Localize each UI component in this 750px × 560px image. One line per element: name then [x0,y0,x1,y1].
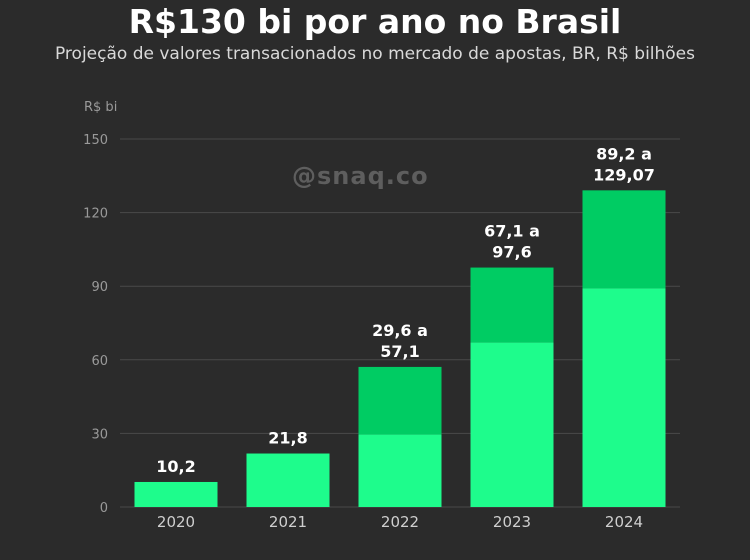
y-tick-label: 90 [91,280,108,295]
bar-segment-2022 [358,434,442,507]
data-label-2022: 57,1 [380,342,419,361]
bar-segment-2023 [470,267,554,343]
data-label-2020: 10,2 [156,457,195,476]
data-label-2024: 89,2 a [596,144,652,163]
watermark: @snaq.co [292,162,429,190]
data-label-2023: 67,1 a [484,222,540,241]
chart-title: R$130 bi por ano no Brasil [128,2,622,41]
bar-segment-2024 [582,288,666,507]
data-label-2023: 97,6 [492,243,531,262]
data-label-2024: 129,07 [593,165,655,184]
x-tick-label: 2021 [269,513,307,531]
y-axis-unit-label: R$ bi [84,100,118,115]
y-tick-label: 120 [83,207,108,222]
bar-segment-2022 [358,366,442,435]
x-tick-label: 2023 [493,513,531,531]
data-label-2021: 21,8 [268,429,307,448]
chart-subtitle: Projeção de valores transacionados no me… [54,44,696,64]
y-tick-label: 0 [100,501,108,516]
y-tick-label: 150 [83,133,108,148]
data-label-2022: 29,6 a [372,321,428,340]
x-tick-label: 2020 [157,513,195,531]
bar-segment-2024 [582,190,666,289]
bar-segment-2021 [246,453,330,507]
bar-segment-2023 [470,342,554,507]
bar-segment-2020 [134,481,218,507]
y-tick-label: 60 [91,354,108,369]
x-tick-label: 2024 [605,513,643,531]
x-tick-label: 2022 [381,513,419,531]
y-tick-label: 30 [91,427,108,442]
